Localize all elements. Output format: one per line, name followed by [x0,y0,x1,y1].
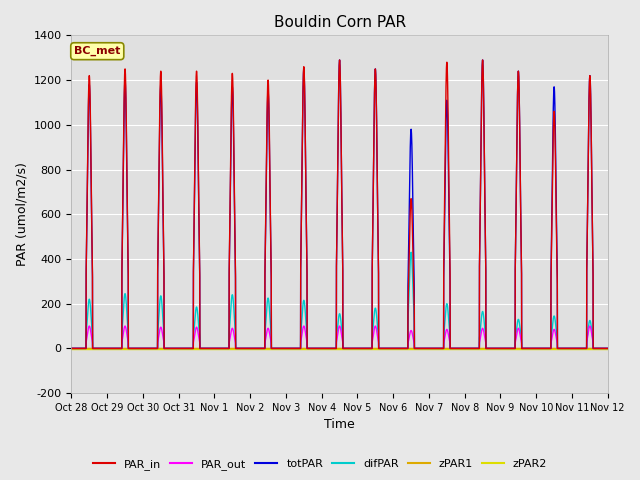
difPAR [407,250,415,255]
zPAR1 [604,346,612,351]
PAR_out [604,346,612,351]
Line: PAR_out: PAR_out [72,326,608,348]
difPAR [490,346,497,351]
zPAR1 [413,346,421,351]
PAR_out [413,346,421,351]
zPAR1 [268,346,276,351]
totPAR [602,346,610,351]
difPAR [68,346,76,351]
zPAR2 [413,347,421,352]
difPAR [413,346,421,351]
PAR_in [413,346,421,351]
totPAR [336,57,344,63]
PAR_in [177,346,184,351]
difPAR [177,346,184,351]
PAR_in [490,346,497,351]
PAR_in [336,57,344,63]
zPAR2 [268,347,276,352]
totPAR [177,346,184,351]
PAR_in [268,346,276,351]
PAR_out [68,346,76,351]
PAR_out [268,346,276,351]
Y-axis label: PAR (umol/m2/s): PAR (umol/m2/s) [15,162,28,266]
zPAR2 [490,347,497,352]
totPAR [268,346,276,351]
PAR_in [68,346,76,351]
PAR_in [602,346,610,351]
totPAR [182,346,190,351]
Line: PAR_in: PAR_in [72,60,608,348]
zPAR1 [68,346,76,351]
zPAR2 [604,347,612,352]
zPAR2 [177,347,184,352]
PAR_out [177,346,184,351]
Title: Bouldin Corn PAR: Bouldin Corn PAR [273,15,406,30]
zPAR1 [177,346,184,351]
zPAR1 [602,346,610,351]
totPAR [490,346,497,351]
zPAR1 [182,346,190,351]
PAR_out [602,346,610,351]
zPAR1 [490,346,497,351]
PAR_out [121,323,129,329]
zPAR2 [602,347,610,352]
X-axis label: Time: Time [324,419,355,432]
zPAR2 [68,347,76,352]
Line: totPAR: totPAR [72,60,608,348]
totPAR [413,346,421,351]
Legend: PAR_in, PAR_out, totPAR, difPAR, zPAR1, zPAR2: PAR_in, PAR_out, totPAR, difPAR, zPAR1, … [88,455,552,474]
difPAR [182,346,190,351]
difPAR [602,346,610,351]
difPAR [268,346,276,351]
totPAR [604,346,612,351]
PAR_out [490,346,497,351]
zPAR2 [182,347,190,352]
Text: BC_met: BC_met [74,46,120,56]
difPAR [604,346,612,351]
Line: difPAR: difPAR [72,252,608,348]
PAR_out [182,346,190,351]
PAR_in [604,346,612,351]
PAR_in [182,346,190,351]
totPAR [68,346,76,351]
